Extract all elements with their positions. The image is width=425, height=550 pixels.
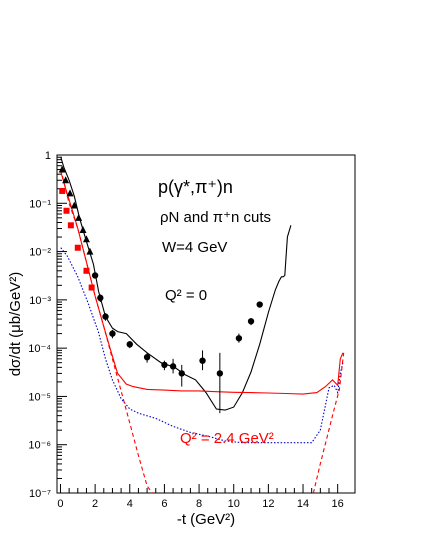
data-point-circle xyxy=(102,313,109,320)
data-point-circle xyxy=(169,363,177,370)
y-tick-label: 10⁻⁵ xyxy=(28,391,51,403)
annotation-q2-2p4: Q² = 2.4 GeV² xyxy=(180,430,274,447)
chart-title: p(γ*,π⁺)n xyxy=(158,177,233,197)
data-point-triangle xyxy=(82,235,90,243)
x-tick-label: 14 xyxy=(297,498,309,510)
y-axis-label: dσ/dt (μb/GeV²) xyxy=(7,272,24,377)
y-tick-label: 10⁻⁷ xyxy=(29,488,51,500)
data-point-circle xyxy=(143,353,151,361)
series-line-2 xyxy=(60,247,344,444)
data-point-circle xyxy=(126,341,133,348)
data-point-square xyxy=(67,222,74,229)
data-point-triangle xyxy=(86,247,94,255)
data-point-triangle xyxy=(70,201,78,209)
series-line-4 xyxy=(312,352,345,494)
data-point-square xyxy=(63,207,70,214)
y-tick-label: 10⁻² xyxy=(29,247,51,259)
data-point-circle xyxy=(91,272,99,279)
y-tick-label: 10⁻¹ xyxy=(29,198,51,210)
x-tick-label: 4 xyxy=(127,498,133,510)
x-axis-label: -t (GeV²) xyxy=(177,511,235,528)
data-markers xyxy=(58,165,263,414)
data-point-triangle xyxy=(79,225,87,233)
data-point-triangle xyxy=(62,176,70,184)
data-point-circle xyxy=(178,370,185,377)
x-tick-label: 2 xyxy=(92,498,98,510)
data-point-triangle xyxy=(58,165,66,173)
y-tick-label: 1 xyxy=(45,150,51,162)
data-point-circle xyxy=(247,318,255,325)
data-point-circle xyxy=(109,330,116,337)
axis-ticks: 0 2 4 6 8 10 12 14 16 1 10⁻¹ 10⁻² 10⁻³ 10⁻⁴ 10⁻⁵ 10⁻⁶ 10… xyxy=(28,150,344,510)
data-point-circle xyxy=(161,361,168,369)
data-point-square xyxy=(88,284,95,291)
plot-frame xyxy=(56,154,356,494)
series-line-0 xyxy=(60,157,292,411)
condition-label: W=4 GeV xyxy=(162,239,227,256)
data-point-circle xyxy=(97,294,104,302)
chart-subtitle: ρN and π⁺n cuts xyxy=(160,209,271,226)
data-point-square xyxy=(59,187,66,194)
y-tick-label: 10⁻³ xyxy=(29,295,51,307)
x-tick-label: 6 xyxy=(161,498,167,510)
data-point-triangle xyxy=(66,189,74,197)
x-tick-label: 8 xyxy=(196,498,202,510)
x-tick-label: 0 xyxy=(57,498,63,510)
x-tick-label: 10 xyxy=(228,498,240,510)
data-point-circle xyxy=(256,301,263,308)
y-tick-label: 10⁻⁴ xyxy=(28,343,51,355)
annotation-q2-zero: Q² = 0 xyxy=(165,287,207,304)
x-tick-label: 12 xyxy=(262,498,274,510)
data-point-square xyxy=(74,244,81,251)
data-point-circle xyxy=(216,370,224,377)
data-point-circle xyxy=(199,357,206,364)
data-point-square xyxy=(83,267,90,274)
data-point-circle xyxy=(235,335,243,342)
series-line-3 xyxy=(60,169,153,494)
x-tick-label: 16 xyxy=(332,498,344,510)
data-point-triangle xyxy=(75,213,83,221)
y-tick-label: 10⁻⁶ xyxy=(28,440,51,452)
